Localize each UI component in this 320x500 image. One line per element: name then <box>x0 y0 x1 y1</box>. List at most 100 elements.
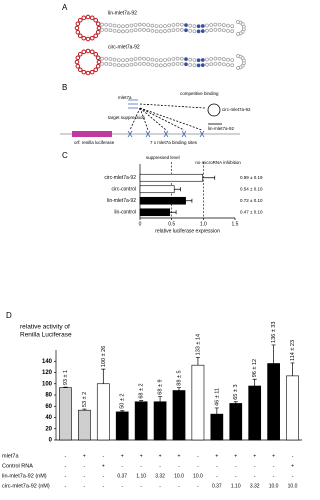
structure-dot <box>146 23 151 27</box>
structure-dot <box>158 58 163 63</box>
structures <box>74 14 246 76</box>
error-bar <box>139 400 144 402</box>
structure-dot <box>142 62 146 66</box>
structure-dot <box>179 28 184 32</box>
structure-dot <box>192 29 197 34</box>
structure-label: lin-mlet7a-92 <box>108 10 137 16</box>
structure-dot <box>121 58 125 63</box>
value-label: 93 ± 1 <box>63 370 69 385</box>
structure-dot <box>116 29 121 34</box>
value-label: 65 ± 3 <box>233 384 239 399</box>
structure-dot <box>75 63 81 69</box>
chart-c: C 0 0.5 1.0 1.5 relative luciferase expressio… <box>62 151 263 234</box>
structure-dot <box>175 61 180 66</box>
bar <box>139 208 171 217</box>
structure-dot <box>100 56 104 61</box>
structure-dot <box>163 29 167 34</box>
bar <box>139 196 186 205</box>
table-cell: - <box>65 473 67 479</box>
structure-dot <box>95 63 101 69</box>
structure-dot <box>213 22 218 27</box>
table-cell: - <box>254 463 256 469</box>
error-bar <box>101 368 106 384</box>
structure-dot <box>96 59 102 65</box>
value-label: 88 ± 5 <box>176 370 182 385</box>
error-bar <box>185 198 193 203</box>
table-cell: + <box>140 453 143 459</box>
structure-dot <box>89 49 95 55</box>
structure-dot <box>200 58 205 62</box>
error-bar <box>233 401 238 404</box>
structure-dot <box>158 29 163 34</box>
structure-dot <box>167 62 172 67</box>
structure-dot <box>205 57 209 62</box>
table-cell: + <box>253 453 256 459</box>
structure-dot <box>93 33 99 39</box>
structure-dot <box>133 62 138 66</box>
x-tick-label: 0 <box>139 221 142 227</box>
structure-label: circ-mlet7a-92 <box>108 44 140 50</box>
structure-dot <box>163 63 167 68</box>
structure-dot <box>150 57 155 62</box>
structure-dot <box>116 24 121 28</box>
structure-dot <box>163 24 167 28</box>
structure-dot <box>74 25 80 31</box>
table-cell: + <box>178 453 181 459</box>
y-tick-label: 100 <box>42 381 53 387</box>
table-cell: 0.37 <box>117 473 127 479</box>
bar <box>210 413 224 441</box>
structure-dot <box>150 28 155 33</box>
panel-label: A <box>62 3 68 12</box>
structure-dot <box>150 62 155 67</box>
structure-dot <box>142 28 146 32</box>
structure-dot <box>167 28 172 33</box>
table-cell: - <box>216 463 218 469</box>
table-cell: - <box>140 483 142 489</box>
structure-dot <box>125 63 130 68</box>
structure-dot <box>171 23 176 27</box>
structure-dot <box>89 69 95 75</box>
structure-dot <box>209 62 214 66</box>
structure-dot <box>100 22 104 27</box>
structure-dot <box>200 24 205 28</box>
structure-dot <box>121 24 125 29</box>
table-cell: + <box>272 453 275 459</box>
bar <box>139 173 204 182</box>
bar <box>139 185 175 194</box>
structure-dot <box>85 14 91 20</box>
table-cell: - <box>121 463 123 469</box>
binding-sites <box>127 130 205 138</box>
error-bar <box>271 344 276 364</box>
structure-dot <box>81 15 87 21</box>
structure-dot <box>230 24 235 28</box>
structure-dot <box>108 57 113 61</box>
error-bar <box>252 378 257 386</box>
table-cell: 0.37 <box>212 483 222 489</box>
y-axis-label: relative activity of <box>20 324 70 331</box>
table-cell: 10.0 <box>269 483 279 489</box>
structure-dot <box>75 29 81 35</box>
structure-dot <box>116 63 121 68</box>
value-label: 50 ± 2 <box>120 393 126 408</box>
value-label: 100 ± 26 <box>101 346 107 367</box>
table-cell: - <box>121 483 123 489</box>
structure-dot <box>77 17 83 23</box>
structure-dot <box>192 63 197 68</box>
x-axis-label: relative luciferase expression <box>155 228 220 234</box>
structure-dot <box>184 23 188 27</box>
structure-dot <box>116 58 121 62</box>
error-bar <box>195 356 200 366</box>
y-tick-label: 120 <box>42 370 53 376</box>
table-cell: - <box>159 483 161 489</box>
structure-dot <box>146 57 151 61</box>
structure-dot <box>129 57 134 62</box>
structure-dot <box>133 57 138 61</box>
figure: A lin-mlet7a-92 circ-mlet7a-92 B mlet7a … <box>2 3 302 489</box>
structure-dot <box>175 56 180 61</box>
structure-dot <box>85 36 91 42</box>
value-label: 68 ± 9 <box>158 379 164 394</box>
mirna-mark <box>128 99 138 109</box>
structure-dot <box>74 59 80 65</box>
table-cell: + <box>102 463 105 469</box>
